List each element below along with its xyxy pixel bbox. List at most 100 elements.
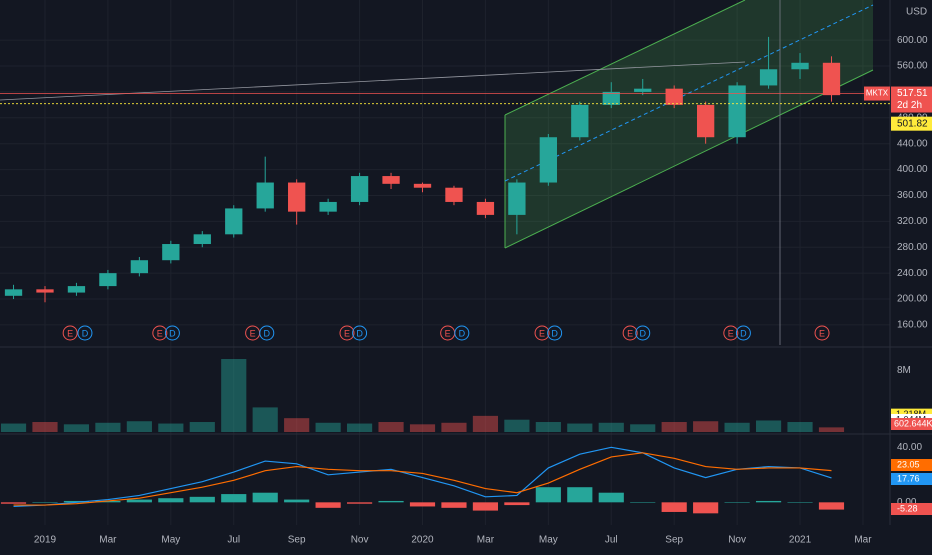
candle-body	[571, 104, 589, 138]
macd-histogram-bar	[252, 492, 278, 503]
candle-body	[413, 183, 432, 188]
candle-body	[602, 91, 620, 105]
volume-bar	[221, 358, 247, 432]
x-tick-label: Mar	[99, 535, 117, 546]
histogram-last-label: -5.28	[897, 503, 918, 513]
macd-histogram-bar	[284, 499, 310, 503]
y-tick-label: 160.00	[897, 320, 928, 331]
volume-bar	[409, 424, 436, 432]
macd-histogram-bar	[221, 494, 247, 503]
macd-histogram-bar	[504, 502, 530, 506]
earnings-label: E	[819, 328, 825, 338]
last-price-box	[891, 86, 932, 113]
volume-tick-label: 8M	[897, 365, 911, 376]
earnings-label: E	[728, 328, 734, 338]
x-tick-label: Sep	[288, 535, 306, 546]
macd-histogram-bar	[95, 500, 121, 503]
level-box	[891, 116, 932, 131]
candle-body	[99, 273, 117, 287]
macd-last-box	[891, 459, 932, 471]
candle-body	[130, 260, 149, 274]
candle-body	[791, 62, 809, 70]
drawings	[0, 0, 874, 345]
dividend-marker	[164, 325, 180, 341]
dividend-label: D	[82, 328, 89, 338]
volume-bar	[661, 422, 687, 432]
candle-body	[696, 104, 715, 138]
dividend-label: D	[169, 328, 176, 338]
x-tick-label: Mar	[477, 535, 495, 546]
macd-histogram-bar	[315, 502, 341, 508]
candle-body	[256, 182, 274, 209]
macd-histogram-bar	[787, 502, 813, 503]
x-tick-label: Mar	[854, 535, 872, 546]
candle-body	[67, 286, 86, 293]
dividend-marker	[635, 325, 651, 341]
macd-last-label: 23.05	[897, 459, 920, 469]
volume-bar	[598, 422, 624, 432]
macd-histogram-bar	[755, 500, 782, 503]
macd-histogram-bar	[661, 502, 687, 512]
macd-histogram-bar	[535, 487, 561, 503]
earnings-marker	[339, 325, 355, 341]
x-tick-label: 2019	[34, 535, 57, 546]
macd-histogram-bar	[189, 496, 215, 503]
macd-histogram-bar	[378, 500, 404, 503]
macd-tick-label: 0.00	[897, 497, 917, 508]
earnings-label: E	[344, 328, 350, 338]
macd-histogram-bar	[32, 502, 58, 503]
earnings-marker	[62, 325, 78, 341]
volume-bar	[535, 422, 561, 432]
macd-line	[13, 446, 832, 508]
volume-bar	[630, 424, 656, 432]
x-tick-label: May	[161, 535, 180, 546]
dividend-marker	[77, 325, 93, 341]
y-tick-label: 360.00	[897, 190, 928, 201]
volume-bar	[567, 423, 593, 432]
earnings-marker	[622, 325, 638, 341]
macd-last-box	[891, 473, 932, 485]
dividend-label: D	[551, 328, 558, 338]
macd-histogram-bar	[472, 502, 499, 511]
candle-body	[539, 137, 557, 183]
macd-histogram-bar	[441, 502, 467, 508]
candle-body	[759, 69, 778, 86]
y-tick-label: 560.00	[897, 61, 928, 72]
volume-bar	[284, 418, 310, 432]
candle-body	[508, 182, 526, 215]
earnings-marker	[814, 325, 830, 341]
ticker: MKTX	[866, 89, 889, 98]
volume-bar	[315, 422, 341, 432]
volume-bar	[0, 423, 27, 432]
earnings-label: E	[67, 328, 73, 338]
candle-body	[225, 208, 243, 235]
macd-histogram-bar	[630, 502, 656, 503]
candle-body	[665, 88, 683, 105]
candle-body	[822, 62, 841, 96]
volume-bar	[95, 422, 121, 432]
candle-body	[728, 85, 746, 138]
earnings-label: E	[539, 328, 545, 338]
y-tick-label: 320.00	[897, 216, 928, 227]
x-tick-label: Nov	[728, 535, 746, 546]
macd-histogram-bar	[409, 502, 436, 507]
volume-bar	[126, 421, 152, 432]
earnings-label: E	[250, 328, 256, 338]
macd-histogram-bar	[0, 502, 27, 504]
volume-last-box	[891, 418, 932, 430]
channel-lower	[504, 69, 874, 249]
volume-bar	[504, 419, 530, 432]
volume-bar	[472, 415, 499, 432]
candle-body	[476, 201, 495, 215]
candle-body	[162, 244, 180, 261]
macd-histogram-bar	[126, 499, 152, 503]
volume-bar	[755, 420, 782, 432]
dividend-label: D	[740, 328, 747, 338]
ticker-box	[864, 86, 890, 101]
channel-fill	[505, 0, 873, 248]
y-tick-label: 280.00	[897, 242, 928, 253]
macd-tick-label: 40.00	[897, 442, 922, 453]
currency: USD	[906, 7, 927, 18]
volume-bar	[787, 422, 813, 432]
dividend-label: D	[459, 328, 466, 338]
